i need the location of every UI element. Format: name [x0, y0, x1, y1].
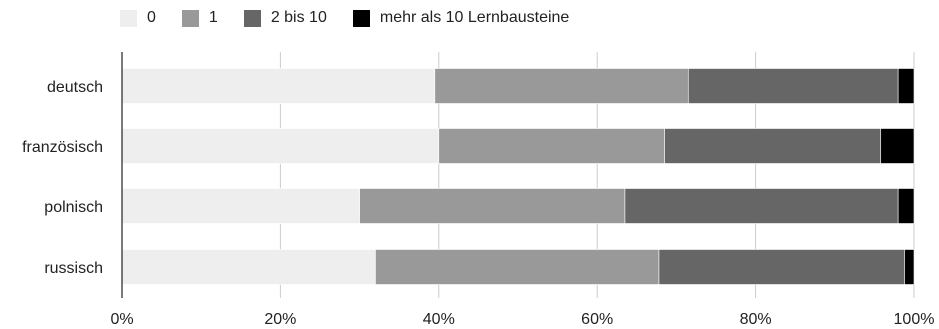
category-label: französisch — [22, 139, 103, 156]
legend: 0 1 2 bis 10 mehr als 10 Lernbausteine — [120, 9, 595, 27]
x-tick-label: 20% — [264, 311, 296, 328]
bar-segment — [658, 249, 905, 285]
legend-label-1: 1 — [208, 9, 218, 26]
legend-swatch-0 — [120, 9, 137, 27]
x-tick-label: 40% — [423, 311, 455, 328]
bar-segment — [897, 188, 915, 224]
bar-segment — [434, 68, 689, 104]
category-label: deutsch — [47, 79, 103, 96]
bar-segment — [121, 249, 376, 285]
legend-label-3: mehr als 10 Lernbausteine — [379, 9, 570, 26]
x-tick-label: 100% — [894, 311, 935, 328]
legend-item-0: 0 — [120, 9, 156, 27]
bar-segment — [438, 128, 665, 164]
bar-segment — [121, 188, 360, 224]
category-label: polnisch — [44, 199, 103, 216]
legend-item-3: mehr als 10 Lernbausteine — [352, 9, 570, 27]
category-label: russisch — [44, 260, 103, 277]
legend-item-1: 1 — [181, 9, 218, 27]
bar-segment — [624, 188, 899, 224]
bar-segment — [904, 249, 915, 285]
bar-segment — [375, 249, 660, 285]
bar-segment — [687, 68, 899, 104]
x-tick-label: 80% — [740, 311, 772, 328]
x-tick-label: 60% — [581, 311, 613, 328]
legend-swatch-1 — [181, 9, 199, 27]
bar-segment — [664, 128, 882, 164]
bar-segment — [880, 128, 915, 164]
x-tick-label: 0% — [110, 311, 133, 328]
legend-label-2: 2 bis 10 — [270, 9, 327, 26]
legend-swatch-3 — [352, 9, 370, 27]
legend-item-2: 2 bis 10 — [243, 9, 327, 27]
bar-segment — [897, 68, 915, 104]
legend-swatch-2 — [243, 9, 261, 27]
legend-label-0: 0 — [147, 9, 156, 26]
bar-segment — [121, 68, 436, 104]
bar-segment — [121, 128, 440, 164]
bar-segment — [359, 188, 626, 224]
